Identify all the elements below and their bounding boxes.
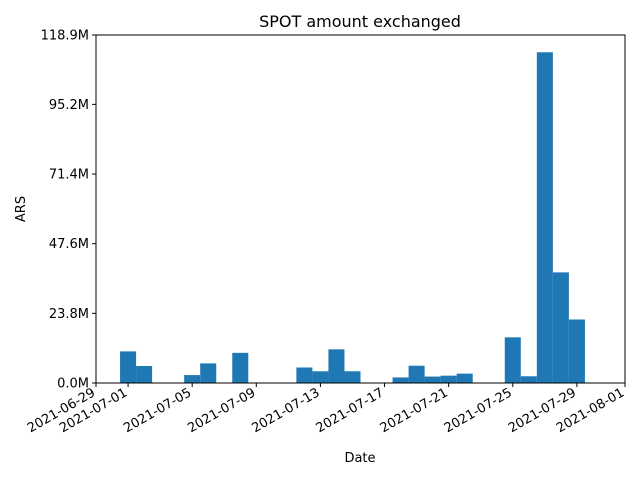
y-axis-label: ARS xyxy=(14,196,29,222)
y-tick-label: 0.0M xyxy=(57,377,89,392)
bar xyxy=(120,351,137,383)
x-axis-ticks: 2021-06-292021-07-012021-07-052021-07-09… xyxy=(25,383,627,436)
bars-group xyxy=(120,52,585,384)
x-tick-label: 2021-07-21 xyxy=(378,385,451,436)
bar xyxy=(200,363,217,383)
bar xyxy=(312,371,329,383)
bar xyxy=(536,52,553,384)
bar xyxy=(408,365,425,383)
bar xyxy=(328,349,345,383)
bar xyxy=(552,272,569,383)
x-tick-label: 2021-07-13 xyxy=(249,385,322,436)
x-tick-label: 2021-07-17 xyxy=(314,385,387,436)
x-tick-label: 2021-07-05 xyxy=(121,385,194,436)
bar xyxy=(392,377,409,383)
plot-frame xyxy=(95,34,626,384)
x-axis-label: Date xyxy=(344,451,375,466)
bar xyxy=(520,376,537,383)
bar xyxy=(568,319,585,383)
bar xyxy=(456,373,473,383)
chart-title: SPOT amount exchanged xyxy=(259,12,461,31)
x-tick-label: 2021-07-25 xyxy=(442,385,515,436)
bar xyxy=(424,376,441,383)
y-tick-label: 71.4M xyxy=(49,168,89,183)
bar xyxy=(504,337,521,383)
x-tick-label: 2021-07-09 xyxy=(185,385,258,436)
bar xyxy=(344,371,361,383)
y-axis-ticks: 0.0M 23.8M 47.6M 71.4M 95.2M 118.9M xyxy=(41,29,96,392)
bar xyxy=(232,352,249,383)
bar xyxy=(296,367,313,383)
y-tick-label: 95.2M xyxy=(49,98,89,113)
bar xyxy=(184,375,201,383)
y-tick-label: 118.9M xyxy=(41,29,89,44)
bar xyxy=(440,375,457,383)
bar xyxy=(136,366,153,383)
y-tick-label: 47.6M xyxy=(49,237,89,252)
y-tick-label: 23.8M xyxy=(49,307,89,322)
